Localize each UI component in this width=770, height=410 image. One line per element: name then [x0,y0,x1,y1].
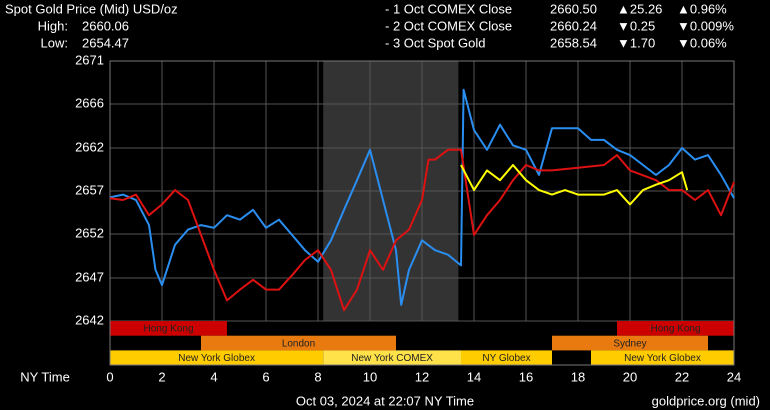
session-bar [110,321,227,336]
source: goldprice.org (mid) [652,393,760,408]
x-tick-label: 18 [571,369,585,384]
price-line [460,164,689,206]
session-label: Sydney [613,338,646,349]
session-bar [552,335,708,351]
session-bar [323,350,461,366]
session-bar [461,350,552,366]
legend-change: ▲25.26 [617,1,662,16]
session-bar [591,350,734,366]
stat-value: 2654.47 [82,35,129,50]
legend-percent: ▲0.96% [677,1,727,16]
legend-percent: ▼0.06% [677,35,727,50]
chart-title: Spot Gold Price (Mid) USD/oz [5,1,178,16]
x-tick-label: 24 [727,369,741,384]
stat-value: 2660.06 [82,18,129,33]
x-tick-label: 12 [415,369,429,384]
timestamp: Oct 03, 2024 at 22:07 NY Time [296,393,474,408]
session-label: NY Globex [482,353,530,364]
session-label: Hong Kong [650,324,700,335]
session-bar [201,335,396,351]
y-tick-label: 2647 [75,269,104,284]
y-tick-label: 2642 [75,312,104,327]
stat-label: High: [38,18,68,33]
x-tick-label: 10 [363,369,377,384]
x-tick-label: 14 [467,369,481,384]
x-tick-label: 20 [623,369,637,384]
session-bar [110,350,324,366]
legend-change: ▼0.25 [617,18,655,33]
session-label: New York COMEX [351,353,433,364]
legend-price: 2658.54 [550,35,597,50]
y-tick-label: 2652 [75,225,104,240]
legend-change: ▼1.70 [617,35,655,50]
plot-frame [109,60,735,366]
session-bar [617,321,734,336]
legend-label: - 3 Oct Spot Gold [385,35,485,50]
y-tick-label: 2662 [75,139,104,154]
legend-price: 2660.50 [550,1,597,16]
y-tick-label: 2666 [75,95,104,110]
x-tick-label: 16 [519,369,533,384]
y-tick-label: 2671 [75,52,104,67]
price-line [109,88,735,306]
session-label: London [282,338,315,349]
x-tick-label: 2 [158,369,165,384]
legend-label: - 2 Oct COMEX Close [385,18,512,33]
x-tick-label: 0 [106,369,113,384]
session-label: New York Globex [624,353,701,364]
legend-price: 2660.24 [550,18,597,33]
x-tick-label: 22 [675,369,689,384]
x-tick-label: 6 [262,369,269,384]
x-tick-label: 4 [210,369,217,384]
stat-label: Low: [41,35,68,50]
legend-percent: ▼0.009% [677,18,734,33]
session-label: New York Globex [178,353,255,364]
x-axis-label: NY Time [20,369,70,384]
x-tick-label: 8 [314,369,321,384]
session-label: Hong Kong [143,324,193,335]
y-tick-label: 2657 [75,182,104,197]
legend-label: - 1 Oct COMEX Close [385,1,512,16]
price-line [109,148,735,312]
